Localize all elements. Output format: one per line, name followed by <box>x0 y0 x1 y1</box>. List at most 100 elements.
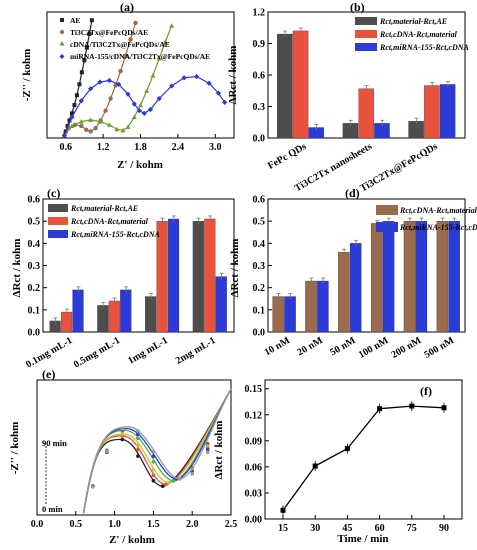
panel-b-bar <box>292 30 309 139</box>
panel-f-xtick-label: 60 <box>375 523 385 534</box>
panel-e-point <box>151 467 156 472</box>
legend-swatch-b-1 <box>355 17 377 25</box>
panel-a-point <box>194 74 200 80</box>
panel-a-point <box>87 31 92 36</box>
panel-a-point <box>131 101 137 107</box>
panel-a-point <box>169 83 175 89</box>
panel-a-point <box>79 123 84 129</box>
panel-b-ytick-label: 1.2 <box>253 8 266 19</box>
panel-c-bar <box>120 289 132 333</box>
panel-a-point <box>162 39 168 44</box>
panel-a-point <box>82 58 87 63</box>
panel-f-xtick-label: 75 <box>407 523 417 534</box>
panel-a-point <box>69 123 75 128</box>
legend-swatch-c-3 <box>48 230 68 238</box>
panel-e-point <box>136 432 140 437</box>
panel-d: (d) ΔRct / kohm 0.0 0.1 0.2 0.3 0.4 0.5 0.6 10 … <box>229 186 477 361</box>
legend-label-b-1: Rct,material-Rct,AE <box>379 17 447 26</box>
legend-marker-ti3c2tx <box>59 29 65 35</box>
legend-swatch-c-1 <box>48 204 68 212</box>
panel-f-ytick-label: 0.15 <box>245 384 263 395</box>
panel-e-point <box>120 427 125 431</box>
panel-a-point <box>222 99 228 105</box>
panel-a-label: (a) <box>120 0 134 14</box>
panel-f: (f) ΔRct / kohm Time / min 0.00 0.03 0.06 0… <box>213 379 463 545</box>
legend-swatch-d-2 <box>376 222 398 232</box>
panel-a-point <box>141 110 147 116</box>
panel-c-ytick-label: 0.4 <box>28 239 41 250</box>
panel-a-xlabel: Z' / kohm <box>117 159 163 171</box>
panel-c-bar <box>215 276 227 333</box>
panel-f-point <box>312 463 318 469</box>
panel-c-label: (c) <box>47 186 60 200</box>
panel-d-bar <box>448 221 460 333</box>
panel-e-point <box>136 436 140 441</box>
legend-marker-ae <box>60 18 64 22</box>
panel-a-point <box>103 108 108 113</box>
panel-a-point <box>78 119 84 124</box>
panel-a-point <box>97 119 103 124</box>
panel-c-bar <box>204 218 216 333</box>
panel-f-xlabel: Time / min <box>337 533 388 545</box>
legend-label-d-2: Rct,miRNA-155-Rct,cDNA <box>399 223 477 232</box>
panel-f-xtick-label: 15 <box>278 523 288 534</box>
panel-c-ytick-label: 0.3 <box>28 261 41 272</box>
legend-label-c-3: Rct,miRNA-155-Rct,cDNA <box>70 230 161 239</box>
panel-a-point <box>106 77 112 84</box>
panel-e-point <box>205 447 210 452</box>
panel-a-point <box>116 81 122 87</box>
panel-d-bar <box>436 221 449 333</box>
panel-a-point <box>169 23 175 28</box>
panel-e-xtick-label: 2.0 <box>186 519 199 530</box>
panel-e-point <box>151 454 156 459</box>
panel-e-xtick-label: 1.0 <box>108 519 121 530</box>
panel-b-label: (b) <box>350 0 365 14</box>
panel-a-point <box>84 45 89 50</box>
panel-f-ylabel: ΔRct / kohm <box>213 421 225 480</box>
legend-label-mirna: miRNA-155/cDNA/Ti3C2Tx@FePcQDs/AE <box>70 52 210 61</box>
panel-a-point <box>77 82 82 87</box>
panel-c-bar <box>167 218 180 333</box>
panel-a-point <box>93 125 98 131</box>
panel-c-ytick-label: 0.6 <box>28 195 41 206</box>
panel-b-bar <box>424 85 440 139</box>
panel-e-point <box>91 485 95 489</box>
panel-c-ylabel: ΔRct / kohm <box>11 239 23 298</box>
panel-e-point <box>190 471 194 476</box>
panel-d-ytick-label: 0.0 <box>253 328 266 339</box>
panel-a-xtick-label: 1.8 <box>134 142 147 153</box>
panel-e-point <box>160 484 165 489</box>
legend-label-ae: AE <box>70 16 80 25</box>
panel-c-category-label: 0.5mg mL-1 <box>72 335 122 370</box>
legend-swatch-d-1 <box>376 205 398 215</box>
panel-d-bar <box>382 221 395 333</box>
panel-d-bar <box>415 221 428 333</box>
panel-a-series-line <box>64 25 173 136</box>
panel-e-point <box>151 478 156 483</box>
panel-c-bar <box>97 305 109 333</box>
panel-c-bar <box>145 296 157 333</box>
panel-f-ytick-label: 0.12 <box>245 410 263 421</box>
panel-f-label: (f) <box>420 384 432 398</box>
panel-e-point <box>120 432 125 436</box>
panel-d-category-label: 500 nM <box>422 335 456 361</box>
panel-a-point <box>67 118 72 123</box>
panel-a-point <box>97 79 103 85</box>
panel-d-bar <box>370 223 383 333</box>
panel-a-xtick-label: 0.6 <box>59 142 72 153</box>
annotation-0-min: 0 min <box>42 504 63 514</box>
panel-a-point <box>78 98 84 104</box>
panel-f-point <box>409 403 415 409</box>
panel-c-bar <box>72 289 84 333</box>
panel-a-point <box>123 53 128 59</box>
panel-a-point <box>69 111 74 116</box>
panel-d-bar <box>317 280 329 333</box>
panel-e-point <box>151 449 156 454</box>
panel-e-point <box>151 473 156 478</box>
panel-f-xtick-label: 45 <box>342 523 352 534</box>
panel-e-point <box>136 442 140 447</box>
panel-a-point <box>61 132 68 138</box>
panel-a-point <box>88 86 94 92</box>
panel-b-ytick-label: 0.3 <box>253 102 266 113</box>
panel-e-ylabel: -Z'' / kohm <box>9 422 21 475</box>
